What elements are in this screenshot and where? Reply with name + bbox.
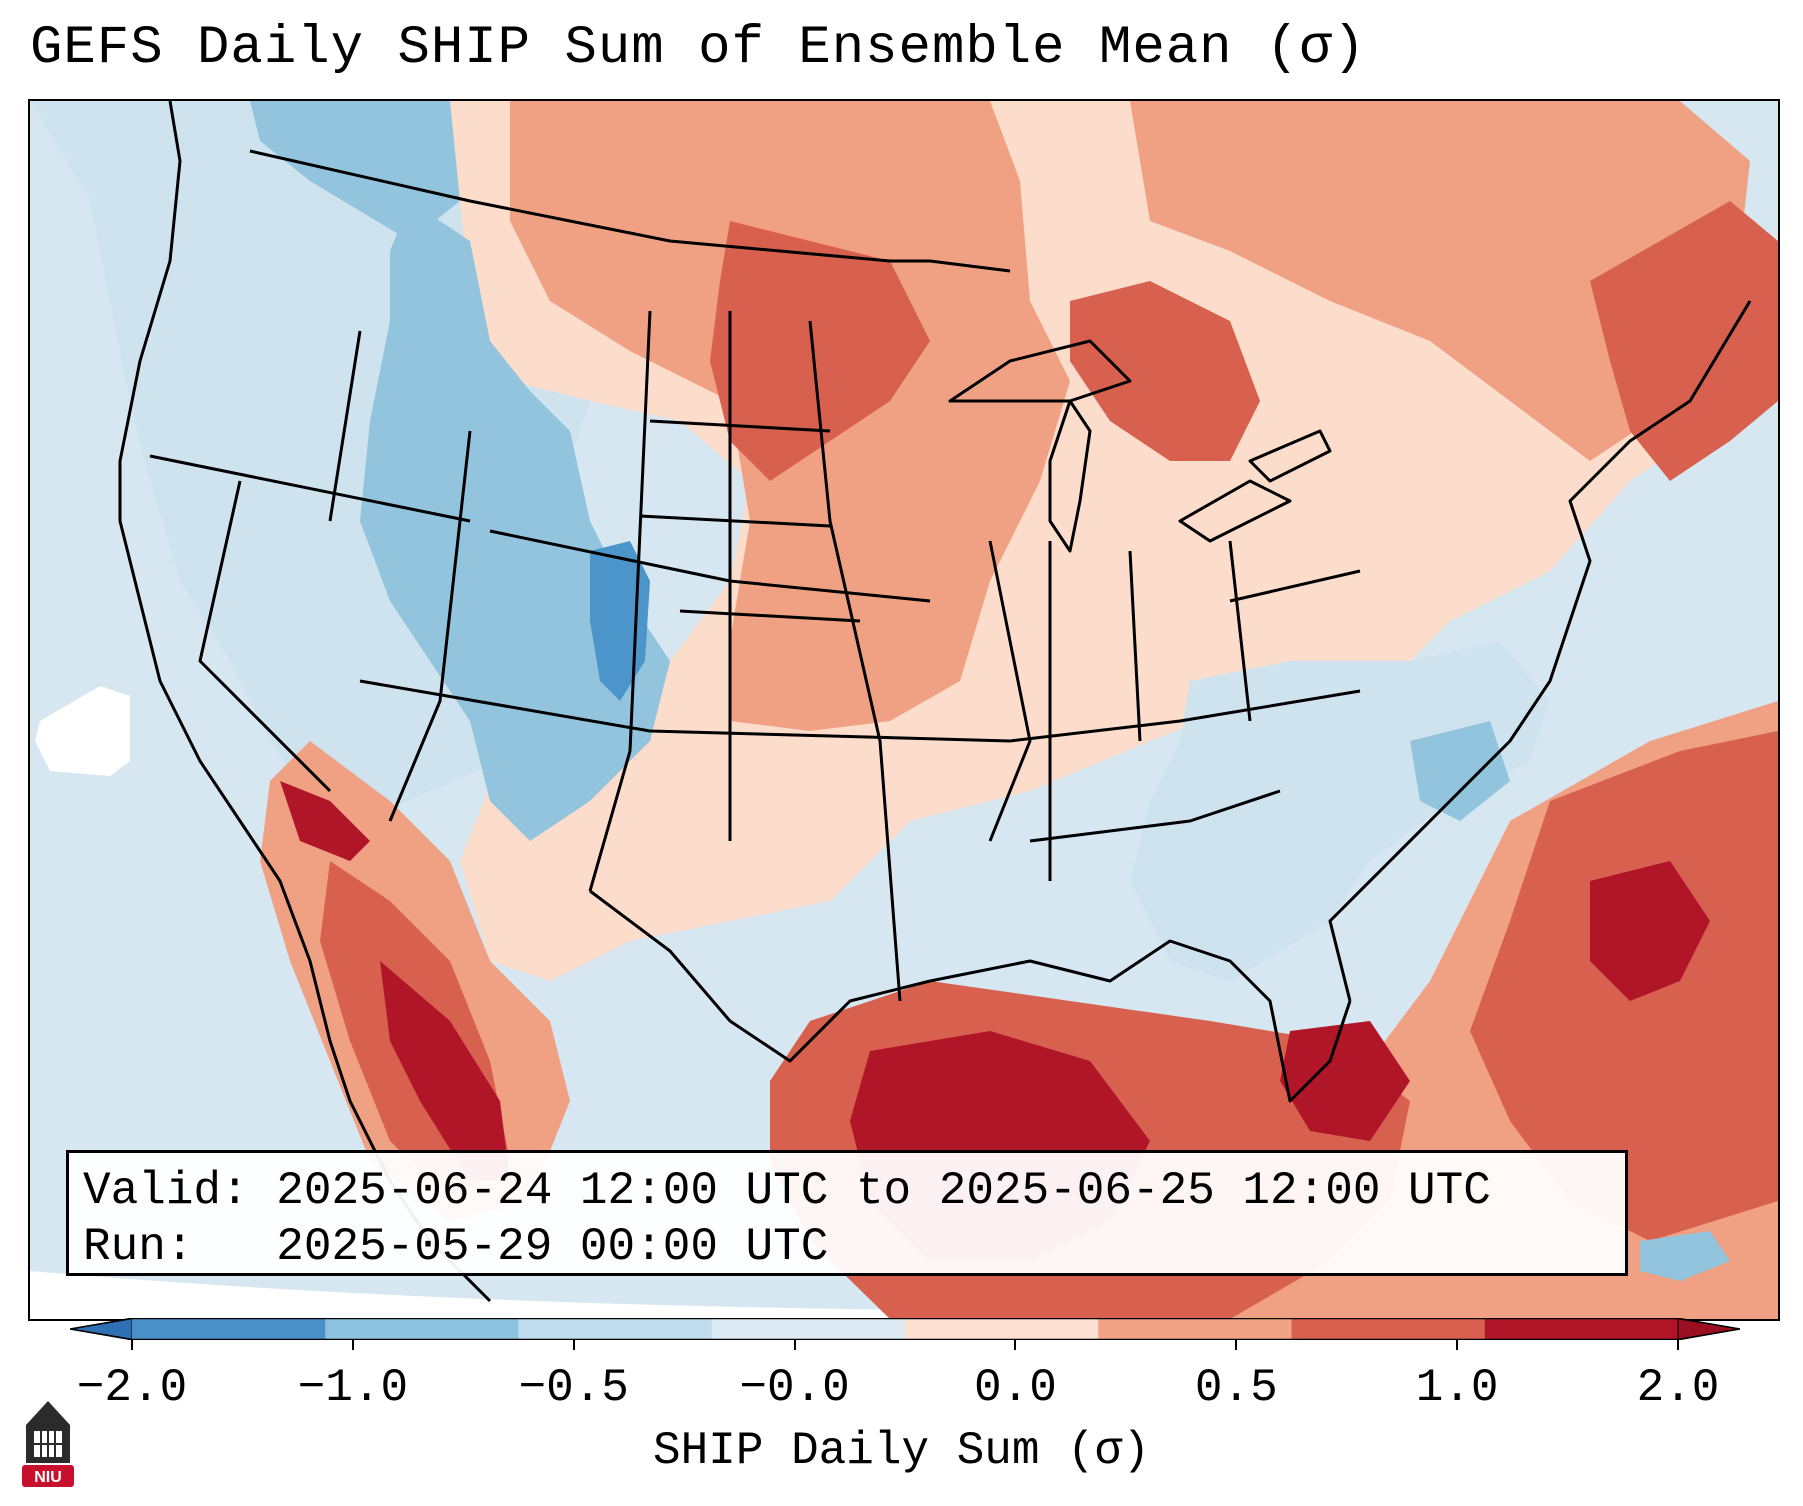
colorbar-tick-label: −0.5 bbox=[518, 1362, 629, 1414]
region-mid-positive-canada bbox=[1130, 101, 1750, 461]
state-line-15 bbox=[1029, 789, 1281, 843]
state-line-14 bbox=[1009, 689, 1361, 743]
lake-ontario bbox=[1248, 429, 1332, 483]
us-canada-border bbox=[249, 149, 1011, 273]
valid-value: 2025-06-24 12:00 UTC to 2025-06-25 12:00… bbox=[276, 1165, 1491, 1217]
colorbar-tick-label: 1.0 bbox=[1415, 1362, 1499, 1414]
valid-run-box: Valid: 2025-06-24 12:00 UTC to 2025-06-2… bbox=[66, 1150, 1628, 1276]
region-mid-negative-rockies bbox=[360, 201, 670, 841]
colorbar-extend-high bbox=[1677, 1318, 1740, 1340]
state-line-9 bbox=[808, 320, 902, 1002]
region-extreme-positive-gulf-east bbox=[1280, 1021, 1410, 1141]
map-panel bbox=[28, 99, 1780, 1321]
colorbar-tick bbox=[572, 1340, 575, 1350]
region-extreme-positive-bahamas bbox=[1590, 861, 1710, 1001]
state-line-11 bbox=[639, 514, 831, 528]
state-line-4 bbox=[388, 430, 472, 822]
colorbar-tick bbox=[1235, 1340, 1238, 1350]
colorbar-tick bbox=[351, 1340, 354, 1350]
colorbar-tick-label: 0.0 bbox=[974, 1362, 1057, 1414]
valid-label: Valid: bbox=[83, 1165, 249, 1217]
colorbar bbox=[70, 1318, 1740, 1340]
region-mid-negative-nw bbox=[250, 101, 460, 241]
colorbar-tick bbox=[1677, 1340, 1679, 1350]
region-mid-negative-cuba bbox=[1640, 1231, 1730, 1281]
anomaly-map bbox=[30, 101, 1778, 1319]
state-line-7 bbox=[588, 310, 652, 892]
colorbar-segment bbox=[325, 1318, 519, 1340]
region-high-positive-northeast bbox=[1590, 201, 1778, 481]
colorbar-tick-label: 2.0 bbox=[1636, 1362, 1720, 1414]
region-light-negative-southeast bbox=[1130, 641, 1550, 981]
lake-michigan bbox=[1048, 399, 1092, 553]
region-no-data bbox=[35, 686, 130, 776]
logo-text: NIU bbox=[34, 1469, 62, 1486]
lake-superior bbox=[948, 339, 1132, 403]
colorbar-segment bbox=[711, 1318, 906, 1340]
region-extreme-positive-socal bbox=[280, 781, 370, 861]
region-mid-negative-carolinas bbox=[1410, 721, 1510, 821]
run-label: Run: bbox=[83, 1221, 194, 1273]
colorbar-tick-label: −0.0 bbox=[739, 1362, 850, 1414]
state-line-19 bbox=[1229, 569, 1361, 603]
region-high-positive-greatlakes bbox=[1070, 281, 1260, 461]
state-line-12 bbox=[679, 609, 861, 623]
colorbar-tick bbox=[1456, 1340, 1459, 1350]
region-high-positive-dakotas bbox=[710, 221, 930, 481]
state-line-2 bbox=[198, 480, 332, 793]
colorbar-segment bbox=[1098, 1318, 1292, 1340]
run-value: 2025-05-29 00:00 UTC bbox=[276, 1221, 829, 1273]
state-line-17 bbox=[1128, 550, 1142, 742]
west-coast bbox=[118, 101, 352, 1102]
colorbar-segment bbox=[518, 1318, 713, 1340]
colorbar-tick-label: 0.5 bbox=[1194, 1362, 1278, 1414]
state-line-1 bbox=[149, 454, 471, 523]
lake-erie bbox=[1178, 479, 1292, 543]
state-line-6 bbox=[359, 679, 1011, 743]
colorbar-segment bbox=[905, 1318, 1099, 1340]
niu-logo: NIU bbox=[22, 1401, 74, 1487]
colorbar-segment bbox=[1484, 1318, 1679, 1340]
colorbar-label: SHIP Daily Sum (σ) bbox=[653, 1425, 1150, 1477]
state-line-10 bbox=[649, 419, 831, 433]
colorbar-segment bbox=[132, 1318, 326, 1340]
coastlines-and-borders bbox=[118, 101, 1752, 1303]
state-line-13 bbox=[988, 540, 1032, 842]
colorbar-segment bbox=[1291, 1318, 1486, 1340]
colorbar-tick bbox=[131, 1340, 133, 1350]
colorbar-border bbox=[70, 1318, 1740, 1340]
colorbar-tick-label: −1.0 bbox=[297, 1362, 409, 1414]
state-line-18 bbox=[1228, 540, 1252, 722]
colorbar-tick-label: −2.0 bbox=[76, 1362, 188, 1414]
region-extreme-positive-sinaloa bbox=[380, 961, 510, 1181]
colorbar-tick bbox=[793, 1340, 796, 1350]
colorbar-extend-low bbox=[70, 1318, 133, 1340]
gulf-coast bbox=[589, 889, 1352, 1103]
colorbar-tick bbox=[1014, 1340, 1017, 1350]
state-line-3 bbox=[328, 330, 362, 522]
atlantic-coast bbox=[1328, 300, 1752, 1002]
projection-edge bbox=[30, 1271, 1778, 1319]
map-title: GEFS Daily SHIP Sum of Ensemble Mean (σ) bbox=[30, 18, 1367, 79]
